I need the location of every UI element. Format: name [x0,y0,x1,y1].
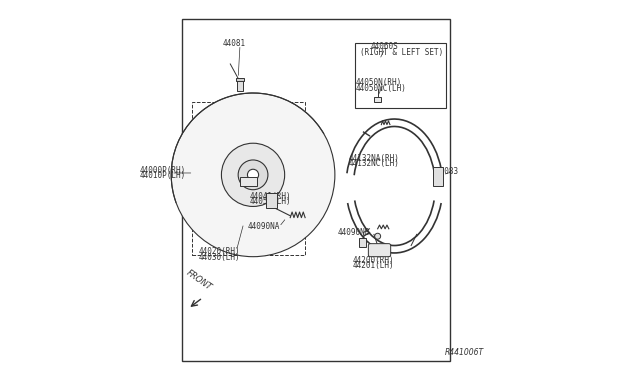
FancyBboxPatch shape [369,244,390,257]
Bar [433,167,443,186]
Bar [374,97,381,102]
Text: 44000P(RH): 44000P(RH) [140,166,186,174]
Text: 44083: 44083 [436,167,459,176]
Circle shape [374,233,381,239]
Text: 44060S: 44060S [370,42,398,51]
Text: 44201(LH): 44201(LH) [353,262,394,270]
Circle shape [248,169,259,180]
Text: 44050N(RH): 44050N(RH) [355,78,401,87]
Bar [240,177,257,186]
Text: 44090NA: 44090NA [248,222,280,231]
Text: FRONT: FRONT [185,268,214,292]
Bar [355,43,447,108]
Circle shape [238,160,268,190]
Circle shape [172,93,335,257]
Text: 44090NB: 44090NB [338,228,370,237]
Bar [182,19,450,361]
Text: (RIGHT & LEFT SET): (RIGHT & LEFT SET) [360,48,444,57]
Text: 44020(RH): 44020(RH) [199,247,241,256]
Text: 44081: 44081 [222,39,245,48]
Text: R441006T: R441006T [445,348,484,357]
Bar [359,238,367,247]
Bar [236,78,244,81]
Bar [237,80,243,91]
Text: 44132NA(RH): 44132NA(RH) [349,154,400,163]
Text: 44041(RH): 44041(RH) [250,192,291,201]
Text: 44051(LH): 44051(LH) [250,198,291,206]
Circle shape [221,143,285,206]
Bar [266,193,277,208]
Text: 44010P(LH): 44010P(LH) [140,171,186,180]
Text: 44050NC(LH): 44050NC(LH) [355,84,406,93]
Text: 44132NC(LH): 44132NC(LH) [349,159,400,168]
Bar [191,102,305,255]
Text: 44200(RH): 44200(RH) [353,256,394,265]
Text: 44030(LH): 44030(LH) [199,253,241,262]
